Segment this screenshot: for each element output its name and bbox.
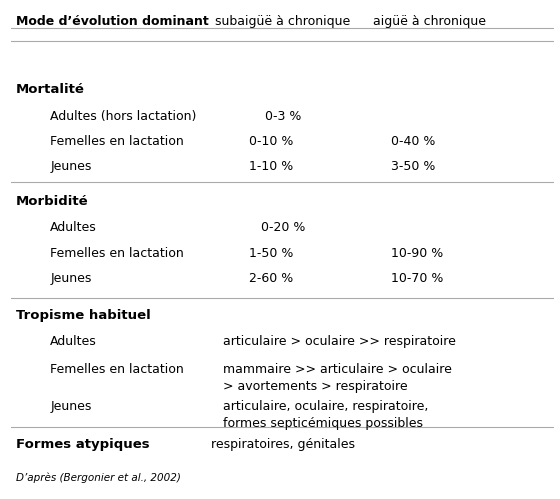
Text: Femelles en lactation: Femelles en lactation	[50, 135, 184, 148]
Text: 10-70 %: 10-70 %	[391, 272, 444, 285]
Text: D’après (Bergonier et al., 2002): D’après (Bergonier et al., 2002)	[16, 473, 180, 483]
Text: articulaire, oculaire, respiratoire,
formes septicémiques possibles: articulaire, oculaire, respiratoire, for…	[223, 400, 428, 430]
Text: 3-50 %: 3-50 %	[391, 161, 436, 174]
Text: Femelles en lactation: Femelles en lactation	[50, 247, 184, 259]
Text: subaigüë à chronique: subaigüë à chronique	[215, 15, 351, 28]
Text: 0-3 %: 0-3 %	[265, 110, 301, 123]
Text: 0-20 %: 0-20 %	[260, 221, 305, 234]
Text: Jeunes: Jeunes	[50, 161, 92, 174]
Text: Tropisme habituel: Tropisme habituel	[16, 309, 150, 322]
Text: Adultes (hors lactation): Adultes (hors lactation)	[50, 110, 197, 123]
Text: Mode d’évolution dominant: Mode d’évolution dominant	[16, 15, 208, 28]
Text: 10-90 %: 10-90 %	[391, 247, 444, 259]
Text: Morbidité: Morbidité	[16, 195, 88, 208]
Text: Jeunes: Jeunes	[50, 400, 92, 413]
Text: Adultes: Adultes	[50, 221, 97, 234]
Text: 1-50 %: 1-50 %	[249, 247, 293, 259]
Text: respiratoires, génitales: respiratoires, génitales	[211, 438, 355, 451]
Text: Femelles en lactation: Femelles en lactation	[50, 363, 184, 376]
Text: mammaire >> articulaire > oculaire
> avortements > respiratoire: mammaire >> articulaire > oculaire > avo…	[223, 363, 452, 393]
Text: 1-10 %: 1-10 %	[249, 161, 293, 174]
Text: Jeunes: Jeunes	[50, 272, 92, 285]
Text: aigüë à chronique: aigüë à chronique	[373, 15, 486, 28]
Text: 0-40 %: 0-40 %	[391, 135, 436, 148]
Text: Adultes: Adultes	[50, 335, 97, 348]
Text: articulaire > oculaire >> respiratoire: articulaire > oculaire >> respiratoire	[223, 335, 456, 348]
Text: 0-10 %: 0-10 %	[249, 135, 293, 148]
Text: Mortalité: Mortalité	[16, 83, 85, 96]
Text: Formes atypiques: Formes atypiques	[16, 438, 149, 451]
Text: 2-60 %: 2-60 %	[249, 272, 293, 285]
